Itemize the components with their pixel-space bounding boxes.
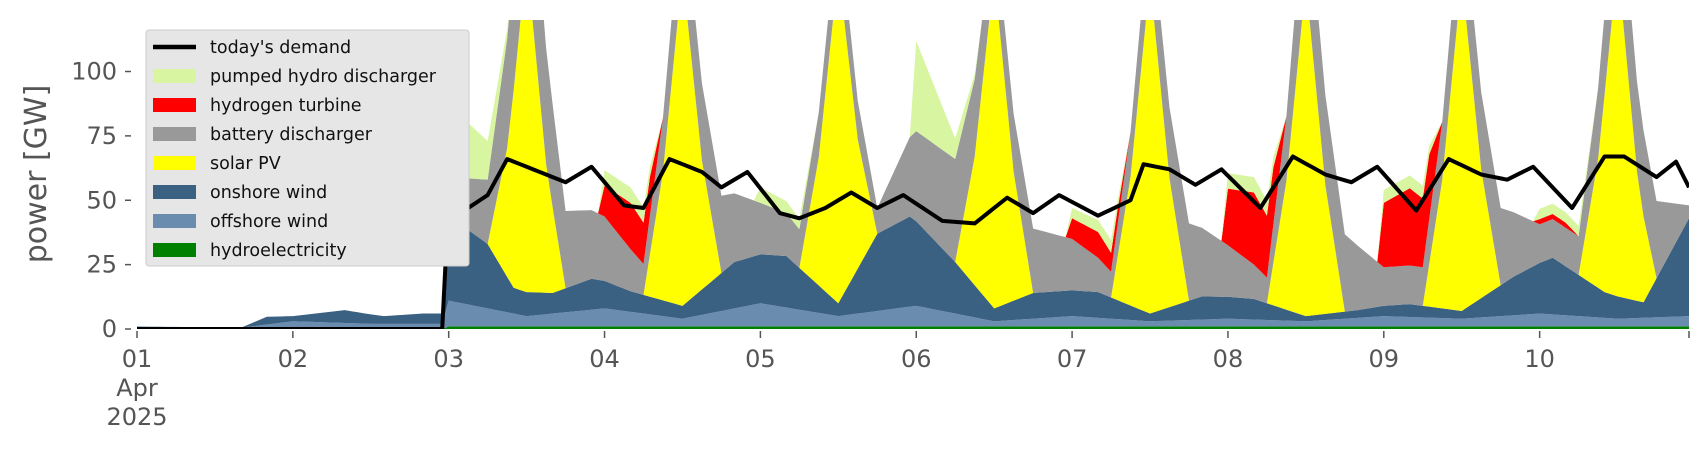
legend-swatch-solar-pv	[153, 156, 196, 170]
x-tick-label: 04	[589, 345, 620, 373]
x-tick-label: 08	[1213, 345, 1244, 373]
x-tick-label: 03	[433, 345, 464, 373]
legend-label-hydrogen-turbine: hydrogen turbine	[210, 96, 362, 116]
x-tick-month-label: Apr	[116, 374, 158, 402]
demand-line	[137, 154, 1689, 329]
y-axis-title: power [GW]	[19, 85, 54, 264]
x-tick-label: 07	[1057, 345, 1088, 373]
y-tick-label: 75	[86, 122, 117, 150]
legend-label-solar-pv: solar PV	[210, 154, 281, 174]
area-onshore-wind	[137, 215, 1689, 328]
legend-label-offshore-wind: offshore wind	[210, 212, 328, 232]
legend-swatch-offshore-wind	[153, 214, 196, 228]
legend-label-onshore-wind: onshore wind	[210, 183, 327, 203]
legend: today's demand pumped hydro discharger hyd…	[145, 29, 470, 267]
legend-swatch-battery-discharger	[153, 127, 196, 141]
legend-label-battery-discharger: battery discharger	[210, 125, 373, 145]
legend-swatch-onshore-wind	[153, 185, 196, 199]
y-tick-label: 0	[102, 315, 117, 343]
legend-label-pumped-hydro-discharger: pumped hydro discharger	[210, 67, 437, 87]
legend-swatch-hydrogen-turbine	[153, 98, 196, 112]
legend-label-today-s-demand: today's demand	[210, 38, 351, 58]
area-hydroelectricity	[137, 326, 1689, 329]
stacked-areas	[137, 20, 1689, 329]
x-tick-label: 05	[745, 345, 776, 373]
x-tick-year-label: 2025	[106, 403, 167, 431]
area-offshore-wind	[137, 300, 1689, 329]
x-tick-label: 02	[278, 345, 309, 373]
legend-box	[145, 29, 470, 267]
x-tick-label: 06	[901, 345, 932, 373]
area-solar-pv	[137, 20, 1689, 328]
demand-layer	[137, 154, 1689, 329]
legend-label-hydroelectricity: hydroelectricity	[210, 241, 347, 261]
area-battery-discharger	[137, 20, 1689, 328]
x-tick-label: 01	[122, 345, 153, 373]
legend-swatch-pumped-hydro-discharger	[153, 69, 196, 83]
y-tick-label: 25	[86, 251, 117, 279]
y-axis: 0 25 50 75 100	[71, 58, 131, 343]
y-tick-label: 50	[86, 186, 117, 214]
y-tick-label: 100	[71, 58, 117, 86]
legend-swatch-hydroelectricity	[153, 243, 196, 257]
x-tick-label: 10	[1524, 345, 1555, 373]
x-tick-label: 09	[1369, 345, 1400, 373]
